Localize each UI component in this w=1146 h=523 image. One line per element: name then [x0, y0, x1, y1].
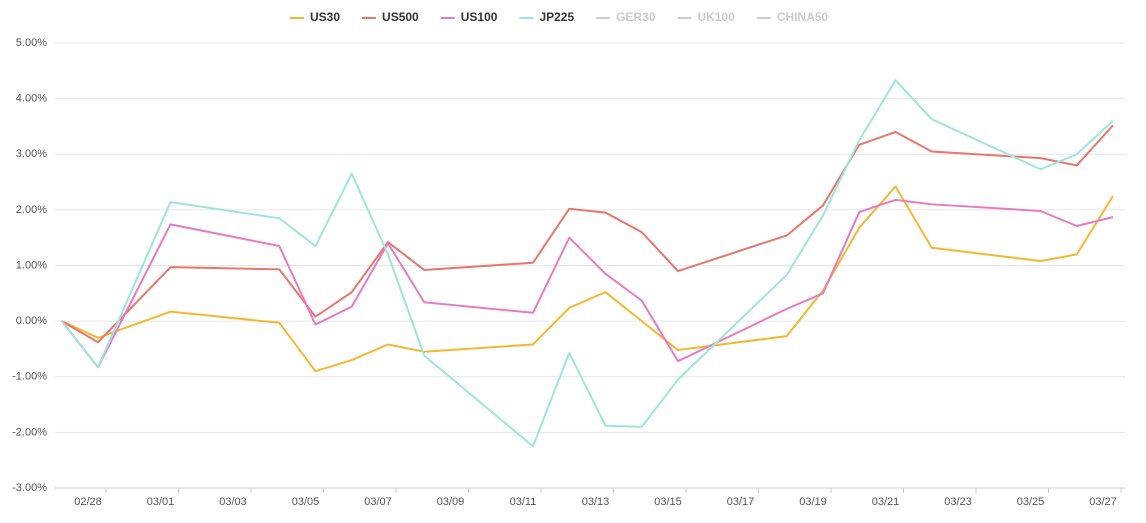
x-tick-label: 03/25 [1017, 496, 1045, 508]
x-tick-label: 03/03 [219, 496, 247, 508]
y-tick-label: 2.00% [16, 204, 47, 216]
series-line [60, 198, 1114, 369]
x-tick-label: 03/09 [437, 496, 465, 508]
x-tick-label: 03/01 [147, 496, 175, 508]
legend-item[interactable]: GER30 [596, 10, 656, 24]
legend-label: US30 [310, 10, 340, 24]
x-tick-label: 03/07 [364, 496, 392, 508]
x-tick-label: 03/13 [582, 496, 610, 508]
x-tick-label: 03/23 [944, 496, 972, 508]
y-tick-label: 5.00% [16, 37, 47, 49]
legend-label: JP225 [539, 10, 574, 24]
legend-item[interactable]: US30 [290, 10, 340, 24]
x-tick-label: 03/19 [799, 496, 827, 508]
legend-item[interactable]: UK100 [677, 10, 736, 24]
x-tick-label: 03/05 [292, 496, 320, 508]
y-tick-label: -1.00% [12, 371, 47, 383]
x-tick-label: 03/11 [510, 496, 537, 508]
y-tick-label: 0.00% [16, 315, 47, 327]
series-line [60, 79, 1114, 448]
legend-item[interactable]: US100 [440, 10, 498, 24]
legend: US30 US500 US100 JP225 GER30 UK100 CHINA50 [290, 10, 829, 24]
y-tick-label: 1.00% [16, 259, 47, 271]
y-tick-label: -3.00% [12, 482, 47, 494]
y-tick-label: 3.00% [16, 148, 47, 160]
y-tick-label: 4.00% [16, 93, 47, 105]
legend-item[interactable]: CHINA50 [756, 10, 829, 24]
legend-item[interactable]: JP225 [519, 10, 574, 24]
legend-label: CHINA50 [777, 10, 829, 24]
x-tick-label: 03/21 [872, 496, 900, 508]
x-tick-label: 03/17 [727, 496, 755, 508]
x-tick-label: 02/28 [74, 496, 102, 508]
legend-label: GER30 [616, 10, 656, 24]
legend-label: UK100 [698, 10, 736, 24]
x-tick-label: 03/27 [1089, 496, 1117, 508]
legend-item[interactable]: US500 [362, 10, 419, 24]
series-line [61, 124, 1114, 344]
legend-label: US500 [382, 10, 419, 24]
legend-label: US100 [461, 10, 498, 24]
x-tick-label: 03/15 [654, 496, 682, 508]
y-tick-label: -2.00% [12, 426, 47, 438]
series-line [61, 185, 1114, 373]
